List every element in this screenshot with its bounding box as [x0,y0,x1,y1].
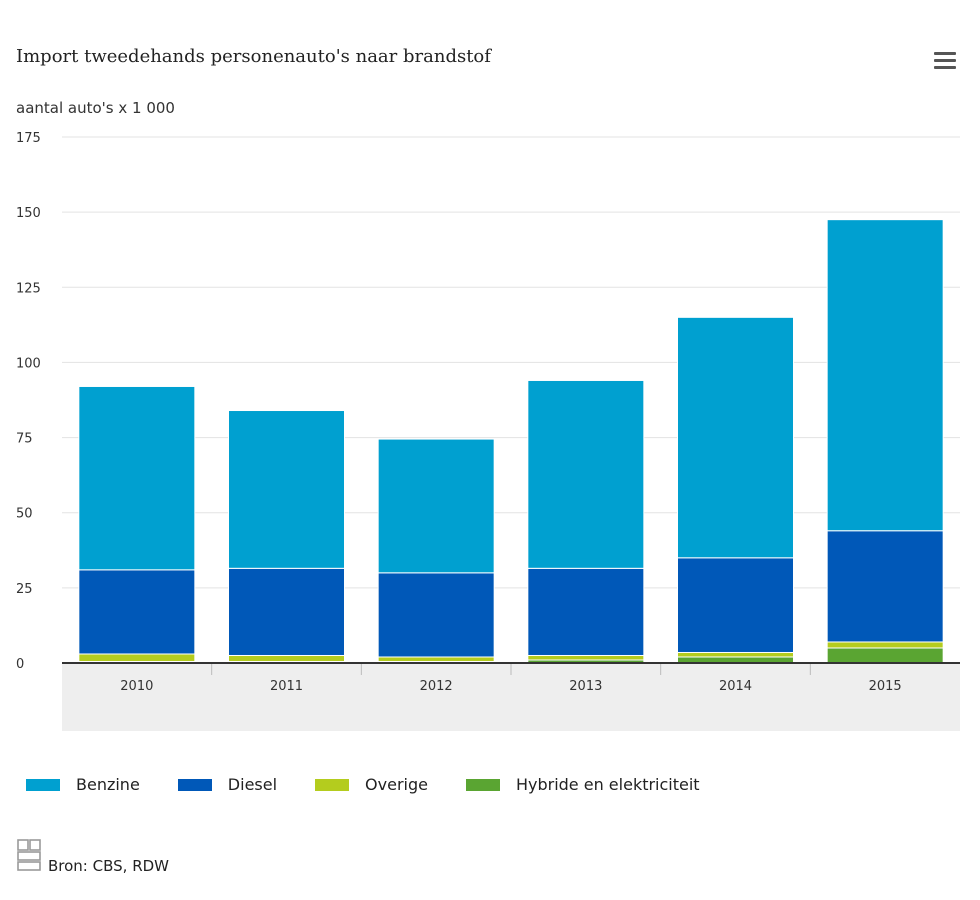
bar-segment [78,569,196,655]
y-tick-label: 25 [16,582,33,597]
bar-segment [228,567,345,656]
legend-item[interactable]: Hybride en elektriciteit [465,775,700,794]
source-text: Bron: CBS, RDW [48,857,169,875]
bar-segment [677,557,794,653]
bar-segment [826,219,944,532]
bar-segment [78,385,196,571]
bar-segment [527,654,645,661]
chart-title: Import tweedehands personenauto's naar b… [16,46,491,67]
legend-label: Diesel [227,775,278,794]
y-tick-label: 125 [16,281,41,296]
bar-segment [527,567,645,656]
chart-legend: Benzine Diesel Overige Hybride en elektrici… [26,775,738,794]
bar-segment [677,316,794,559]
bar-segment [826,641,944,649]
bar-segment [826,647,944,664]
y-tick-label: 50 [16,507,33,522]
hamburger-menu-icon[interactable] [934,52,956,74]
legend-swatch [177,778,212,791]
source-line: Bron: CBS, RDW [16,838,169,874]
x-tick-label: 2012 [420,679,453,694]
y-tick-label: 0 [16,657,24,672]
bar-segment [826,530,944,643]
legend-item[interactable]: Overige [315,775,428,794]
legend-item[interactable]: Benzine [26,775,140,794]
y-tick-label: 175 [16,131,41,146]
bar-segment [228,654,345,662]
stacked-bar-chart: 0 25 50 75 100 125 150 175 2010 2011 2012 2013 2014 2… [16,131,960,731]
legend-label: Benzine [76,775,140,794]
legend-item[interactable]: Diesel [177,775,278,794]
bar-segment [377,438,495,574]
y-tick-label: 100 [16,356,41,371]
legend-swatch [315,778,350,791]
legend-label: Overige [365,775,428,794]
legend-swatch [26,778,60,791]
x-tick-label: 2011 [270,679,303,694]
x-tick-label: 2014 [719,679,752,694]
x-tick-label: 2013 [569,679,602,694]
legend-label: Hybride en elektriciteit [515,775,700,794]
bar-segment [78,653,196,662]
y-tick-label: 150 [16,206,41,221]
bar-segment [377,656,495,662]
y-tick-label: 75 [16,432,33,447]
bar-segment [228,410,345,569]
cbs-logo-icon [17,839,41,871]
bar-segment [377,572,495,658]
legend-swatch [465,778,500,791]
x-tick-label: 2015 [869,679,902,694]
x-tick-label: 2010 [120,679,153,694]
bar-segment [677,651,794,658]
y-axis-unit-label: aantal auto's x 1 000 [16,99,175,117]
bar-segment [527,379,645,569]
